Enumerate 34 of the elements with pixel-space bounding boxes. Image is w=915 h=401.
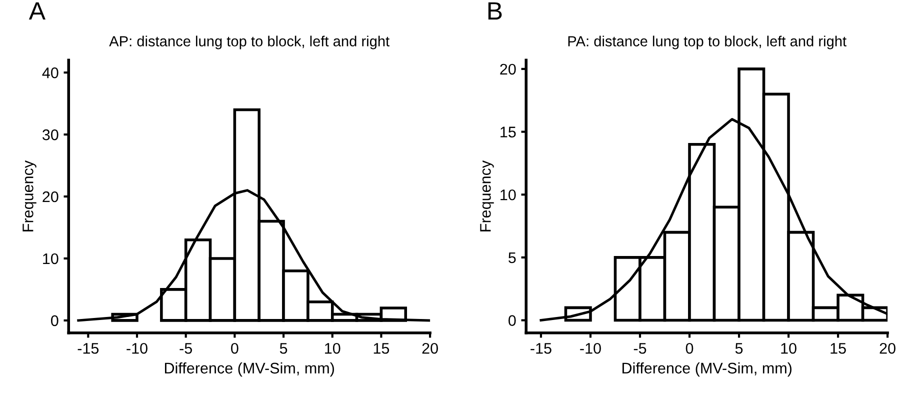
- chart-title: AP: distance lung top to block, left and right: [109, 36, 390, 50]
- x-axis-title: Difference (MV-Sim, mm): [622, 362, 792, 377]
- y-tick-label: 20: [500, 64, 516, 75]
- y-tick-label: 5: [508, 252, 516, 264]
- y-tick-label: 0: [51, 315, 58, 326]
- x-tick-label: -5: [634, 343, 646, 354]
- y-axis-title: Frequency: [22, 160, 36, 232]
- x-tick-label: -15: [78, 343, 99, 354]
- text: A: [28, 2, 46, 20]
- x-tick-label: 10: [325, 342, 340, 354]
- x-tick-label: 0: [686, 342, 694, 354]
- x-tick-label: 15: [830, 343, 846, 354]
- x-tick-label: 20: [422, 342, 438, 354]
- text: B: [488, 2, 502, 20]
- x-tick-label: -15: [530, 343, 552, 354]
- x-tick-label: -5: [180, 343, 192, 354]
- chart-title: PA: distance lung top to block, left and right: [568, 36, 846, 50]
- x-axis-title: Difference (MV-Sim, mm): [164, 362, 334, 377]
- y-axis-title: Frequency: [480, 160, 494, 232]
- y-tick-label: 40: [42, 67, 58, 78]
- x-tick-label: 0: [231, 342, 238, 354]
- x-tick-label: 20: [880, 342, 896, 354]
- y-tick-label: 15: [500, 126, 516, 138]
- x-tick-label: 5: [280, 343, 288, 354]
- y-tick-label: 10: [500, 189, 516, 200]
- y-tick-label: 20: [42, 191, 58, 202]
- y-tick-label: 10: [43, 253, 58, 264]
- x-tick-label: -10: [126, 342, 148, 354]
- x-tick-label: 15: [374, 343, 390, 354]
- x-tick-label: -10: [580, 342, 601, 354]
- y-tick-label: 0: [508, 315, 516, 326]
- x-tick-label: 5: [735, 343, 743, 354]
- x-tick-label: 10: [781, 342, 796, 354]
- y-tick-label: 30: [42, 129, 58, 140]
